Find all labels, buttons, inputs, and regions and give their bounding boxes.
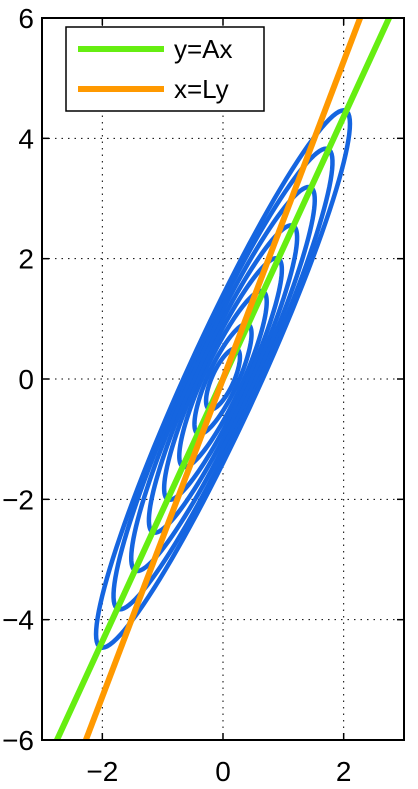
legend-label-y-ax: y=Ax	[174, 34, 233, 64]
x-tick-label: 2	[336, 756, 352, 787]
y-tick-label: 0	[18, 364, 34, 395]
legend-label-x-ly: x=Ly	[174, 74, 229, 104]
ticks: −2 0 2 −6 −4 −2 0 2 4 6	[2, 3, 404, 787]
y-tick-label: −4	[2, 605, 34, 636]
y-tick-label: −6	[2, 725, 34, 756]
y-tick-label: 6	[18, 3, 34, 34]
x-tick-label: −2	[86, 756, 118, 787]
y-tick-label: 4	[18, 123, 34, 154]
legend: y=Ax x=Ly	[65, 26, 265, 112]
legend-box	[65, 26, 265, 112]
x-tick-label: 0	[215, 756, 231, 787]
y-tick-label: −2	[2, 484, 34, 515]
y-tick-label: 2	[18, 244, 34, 275]
